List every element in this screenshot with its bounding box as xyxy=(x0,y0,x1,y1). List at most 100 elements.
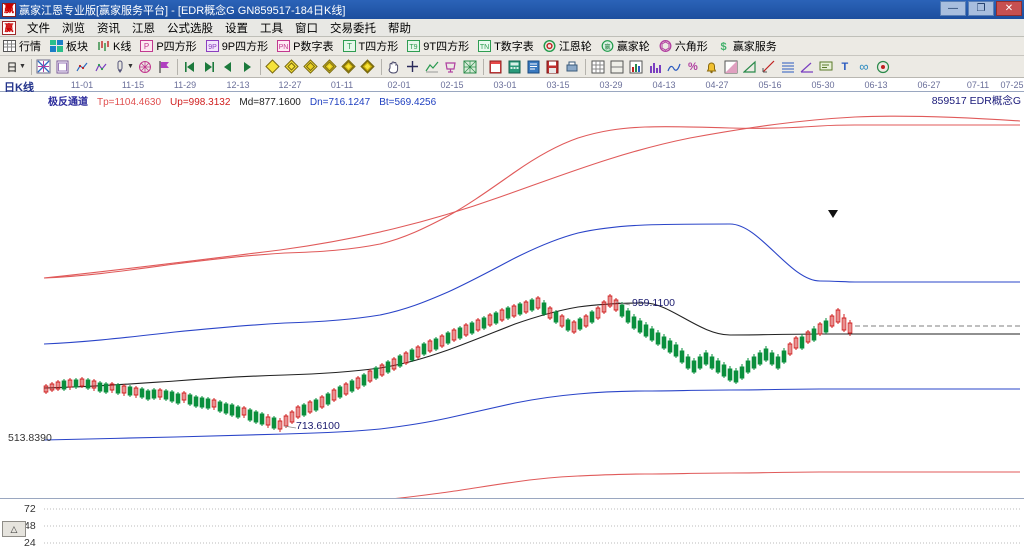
target-button[interactable] xyxy=(874,58,892,76)
toolbar-button-9p-square[interactable]: 9P 9P四方形 xyxy=(205,38,268,54)
chart-line-button[interactable] xyxy=(665,58,683,76)
menu-item-formula-screen[interactable]: 公式选股 xyxy=(167,22,213,35)
toolbar-button-hexagon[interactable]: 六角形 xyxy=(659,38,708,54)
table-view-button[interactable] xyxy=(589,58,607,76)
chart-bars-button[interactable] xyxy=(646,58,664,76)
svg-text:$: $ xyxy=(720,41,726,52)
zoom-level-6-button[interactable] xyxy=(359,58,377,76)
alert-bell-button[interactable] xyxy=(703,58,721,76)
net-pattern-button[interactable] xyxy=(461,58,479,76)
pen-draw-button[interactable] xyxy=(111,58,129,76)
gann-fan-icon xyxy=(138,60,151,73)
menu-item-gann[interactable]: 江恩 xyxy=(132,22,155,35)
menu-item-window[interactable]: 窗口 xyxy=(295,22,318,35)
chart-canvas xyxy=(43,115,1021,498)
scroll-right-button[interactable] xyxy=(238,58,256,76)
link-button[interactable]: ∞ xyxy=(855,58,873,76)
print-button[interactable] xyxy=(563,58,581,76)
zoom-level-1-button[interactable] xyxy=(264,58,282,76)
last-page-button[interactable] xyxy=(200,58,218,76)
sub-indicator-panel[interactable]: 72 48 24 △ xyxy=(0,498,1024,551)
toolbar-button-p-square[interactable]: P P四方形 xyxy=(140,38,197,54)
color-fill-button[interactable] xyxy=(722,58,740,76)
chevron-down-icon[interactable]: ▼ xyxy=(19,63,26,70)
zoom-level-2-button[interactable] xyxy=(283,58,301,76)
band-md xyxy=(43,302,1020,389)
zoom-level-5-button[interactable] xyxy=(340,58,358,76)
angle-icon xyxy=(800,62,813,73)
overlay-chart-icon xyxy=(76,62,88,71)
menu-item-news[interactable]: 资讯 xyxy=(97,22,120,35)
maximize-button[interactable]: ❐ xyxy=(968,1,994,16)
toolbar-divider-5 xyxy=(482,58,484,75)
stats-view-button[interactable] xyxy=(627,58,645,76)
crosshair-add-button[interactable] xyxy=(404,58,422,76)
percent-button[interactable]: % xyxy=(684,58,702,76)
multi-overlay-button[interactable] xyxy=(92,58,110,76)
menu-item-file[interactable]: 文件 xyxy=(27,22,50,35)
menu-item-browse[interactable]: 浏览 xyxy=(62,22,85,35)
first-page-icon xyxy=(184,61,194,72)
zoom-level-4-button[interactable] xyxy=(321,58,339,76)
flag-icon xyxy=(159,60,169,73)
pn-table-icon: PN xyxy=(277,40,291,52)
toolbar-label-t-square: T四方形 xyxy=(358,41,399,53)
close-button[interactable]: ✕ xyxy=(996,1,1022,16)
zoom-level-3-button[interactable] xyxy=(302,58,320,76)
toolbar-button-quotes[interactable]: 行情 xyxy=(3,38,41,54)
toolbar-button-gann-wheel[interactable]: 江恩轮 xyxy=(543,38,592,54)
p9-square-icon: 9P xyxy=(205,40,219,52)
menu-item-trade[interactable]: 交易委托 xyxy=(330,22,376,35)
calendar-button[interactable] xyxy=(487,58,505,76)
date-tick-0: 11-01 xyxy=(70,80,94,90)
scroll-left-button[interactable] xyxy=(219,58,237,76)
toolbar-label-winner-wheel: 赢家轮 xyxy=(616,41,650,53)
toolbar-button-winner-service[interactable]: $ 赢家服务 xyxy=(717,38,777,54)
notes-icon xyxy=(527,60,540,73)
save-button[interactable] xyxy=(544,58,562,76)
toolbar-button-p-table[interactable]: PN P数字表 xyxy=(277,38,334,54)
menu-item-settings[interactable]: 设置 xyxy=(225,22,248,35)
toolbar-button-kline[interactable]: K线 xyxy=(97,38,131,54)
svg-text:P: P xyxy=(144,42,149,51)
leader-line-low xyxy=(283,425,297,429)
period-day-button[interactable]: 日 xyxy=(3,58,21,76)
p-square-icon: P xyxy=(140,40,154,52)
calculator-button[interactable] xyxy=(506,58,524,76)
date-tick-11: 04-13 xyxy=(652,80,676,90)
grid-view-button[interactable] xyxy=(608,58,626,76)
toolbar-button-winner-wheel[interactable]: 赢 赢家轮 xyxy=(601,38,650,54)
measure-button[interactable] xyxy=(760,58,778,76)
notes-button[interactable] xyxy=(525,58,543,76)
angle-button[interactable] xyxy=(798,58,816,76)
net-icon xyxy=(463,60,477,73)
hand-pan-button[interactable] xyxy=(385,58,403,76)
expand-panel-button[interactable]: △ xyxy=(2,521,26,537)
copy-window-button[interactable] xyxy=(54,58,72,76)
fib-button[interactable] xyxy=(779,58,797,76)
menu-item-tools[interactable]: 工具 xyxy=(260,22,283,35)
toolbar-label-t-table: T数字表 xyxy=(494,41,534,53)
overlay-compare-button[interactable] xyxy=(73,58,91,76)
cup-pattern-button[interactable] xyxy=(442,58,460,76)
sub-axis-label-1: 48 xyxy=(24,520,36,532)
price-tag-high: 959.1100 xyxy=(632,297,676,309)
trend-line-button[interactable] xyxy=(423,58,441,76)
crosshair-button[interactable] xyxy=(35,58,53,76)
ratio-button[interactable] xyxy=(741,58,759,76)
menu-item-help[interactable]: 帮助 xyxy=(388,22,411,35)
flag-mark-button[interactable] xyxy=(155,58,173,76)
gann-fan-button[interactable] xyxy=(136,58,154,76)
toolbar-button-9t-square[interactable]: T9 9T四方形 xyxy=(407,38,469,54)
chevron-down-pen-icon[interactable]: ▼ xyxy=(126,63,134,70)
toolbar-button-t-table[interactable]: TN T数字表 xyxy=(478,38,534,54)
first-page-button[interactable] xyxy=(181,58,199,76)
toolbar-button-t-square[interactable]: T T四方形 xyxy=(342,38,399,54)
minimize-button[interactable]: — xyxy=(940,1,966,16)
toolbar-button-sector[interactable]: 板块 xyxy=(50,38,88,54)
text-note-button[interactable]: T xyxy=(836,58,854,76)
multi-overlay-chart-icon xyxy=(95,63,107,71)
label-button[interactable] xyxy=(817,58,835,76)
symbol-code-label: 859517 EDR概念G xyxy=(931,95,1021,107)
main-chart-panel[interactable]: 江恩工具软件 QQ:100800360 赢家聊吧 xyxy=(0,92,1024,498)
